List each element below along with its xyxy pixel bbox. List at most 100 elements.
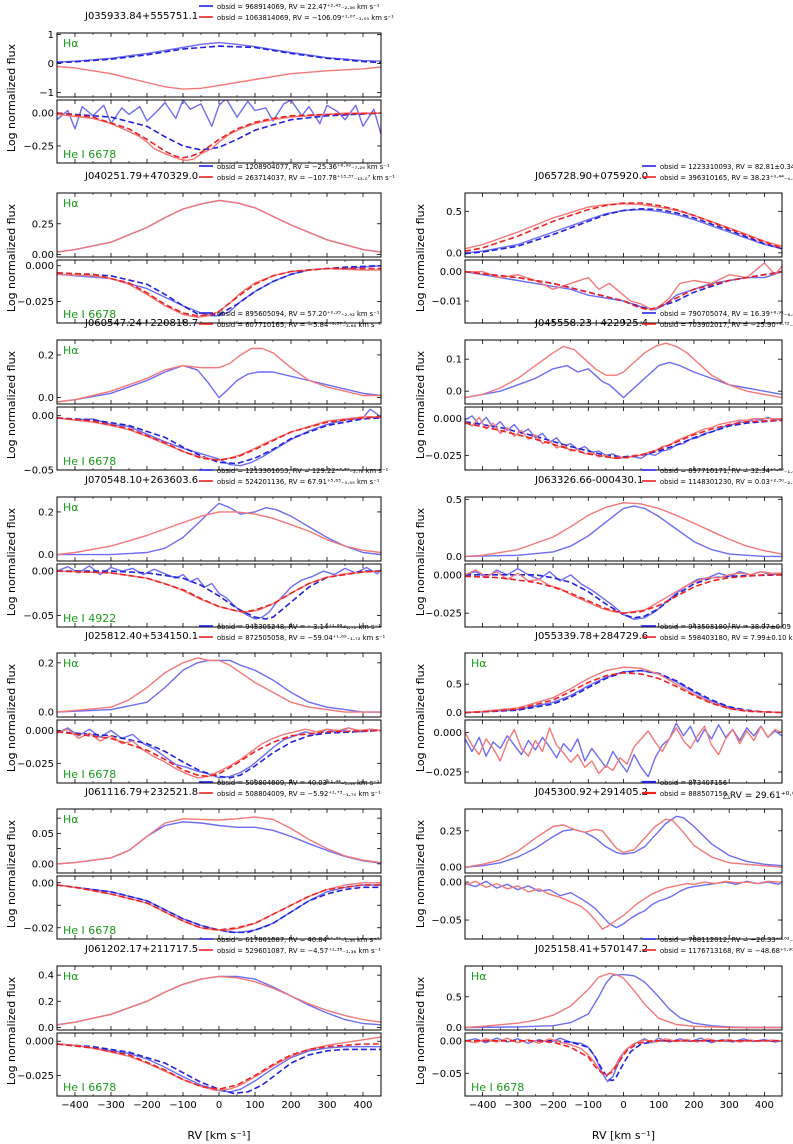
line-label: He I 6678 [63, 924, 116, 937]
x-tick-label: 200 [281, 1100, 300, 1111]
y-tick-label: 0.00 [440, 878, 462, 889]
legend-entry: obsid = 1208904077, RV = −25.36⁺⁶·⁹⁹₋₇.₂… [217, 163, 390, 171]
x-tick-label: 400 [353, 1100, 372, 1111]
axes-frame [464, 1032, 783, 1097]
spectrum-line-red [465, 880, 782, 930]
model-line-blue [57, 45, 381, 64]
axes-frame [56, 32, 382, 98]
series-group [465, 815, 782, 868]
y-tick-label: −0.05 [431, 1069, 462, 1080]
star-title: J025812.40+534150.1 [84, 631, 198, 642]
x-tick-label: −200 [539, 1100, 566, 1111]
series-group [57, 408, 381, 467]
y-tick-label: 0.05 [32, 829, 54, 840]
axes-frame [56, 652, 382, 718]
model-line-blue [57, 417, 381, 465]
x-tick-label: −100 [575, 1100, 602, 1111]
axes-frame [464, 965, 783, 1031]
panel-bottom: 0.00 −0.01 [431, 259, 783, 324]
y-tick-label: 0.000 [25, 261, 54, 272]
x-tick-label: −200 [133, 1100, 160, 1111]
model-line-blue [465, 208, 782, 255]
y-tick-label: −0.05 [23, 611, 54, 622]
spectrum-line-blue [57, 408, 381, 467]
model-line-red [465, 672, 782, 714]
spectrum-line-blue [57, 975, 381, 1026]
y-axis-label: Log normalized flux [414, 976, 427, 1085]
axes-frame [464, 192, 783, 258]
series-group [57, 1036, 381, 1095]
panel-bottom: 0.000 −0.025 [425, 563, 783, 628]
x-tick-label: 100 [245, 1100, 264, 1111]
series-group [465, 722, 782, 778]
y-tick-label: −0.025 [17, 297, 54, 308]
panel-top: 0.0 0.2 Hα [38, 339, 382, 405]
x-tick-label: −400 [469, 1100, 496, 1111]
axes-frame [56, 875, 382, 940]
y-tick-label: 0.25 [32, 219, 54, 230]
axes-frame [56, 192, 382, 258]
series-group [465, 202, 782, 255]
legend-entry: obsid = 790705074, RV = 16.39⁺⁶·⁹¹₋₆.₈₀ … [660, 310, 793, 318]
model-line-red [57, 1043, 381, 1090]
y-tick-label: −0.25 [23, 141, 54, 152]
y-axis-label: Log normalized flux [414, 350, 427, 459]
panel-top: 0.0 0.1 [446, 339, 783, 405]
model-line-red [465, 1040, 782, 1076]
legend-entry: obsid = 529601087, RV = −4.57⁺¹·³⁸₋₁.₃₆ … [217, 947, 381, 955]
model-line-blue [57, 112, 381, 151]
panel-bottom: 0.00 −0.05 He I 4922 [23, 563, 382, 628]
delta-rv: △RV = 29.61⁺⁰·⁰³₋₀.₁₁ km s⁻¹ [723, 791, 793, 801]
spectrum-line-red [465, 725, 782, 775]
series-group [57, 565, 381, 620]
axes-frame [56, 259, 382, 324]
x-tick-label: 400 [755, 1100, 774, 1111]
y-tick-label: 1 [48, 30, 54, 41]
legend-entry: obsid = 396310165, RV = 38.23⁺⁰·⁴⁴₋₀.₄₅ … [660, 174, 793, 182]
axes-frame [56, 406, 382, 471]
legend-entry: obsid = 1148301230, RV = 0.03⁺²·³⁰₋₂.₃₉ … [660, 478, 793, 486]
y-tick-label: 0.00 [32, 878, 54, 889]
series-group [57, 727, 381, 779]
y-axis-label: Log normalized flux [414, 819, 427, 928]
spectrum-line-blue [57, 502, 381, 556]
series-group [57, 975, 381, 1026]
y-tick-label: −0.02 [23, 923, 54, 934]
y-tick-label: 0.5 [446, 207, 462, 218]
spectrum-line-blue [57, 821, 381, 865]
y-tick-label: 0.00 [32, 859, 54, 870]
line-label: He I 6678 [63, 768, 116, 781]
y-tick-label: 0.0 [38, 550, 54, 561]
line-label: Hα [63, 657, 79, 670]
series-group [465, 415, 782, 460]
legend-entry: obsid = 888507156 [660, 790, 727, 798]
y-tick-label: 0.00 [440, 863, 462, 874]
panel-bottom: 0.00 −0.25 He I 6678 [23, 99, 382, 164]
panel-top: −1 0 1 Hα [39, 30, 382, 99]
star-title: J045558.23+422925.4 [534, 318, 648, 329]
y-tick-label: −0.025 [425, 609, 462, 620]
line-label: He I 4922 [63, 612, 116, 625]
panel-top: 0.0 0.5 [446, 495, 783, 563]
y-tick-label: −0.025 [17, 1071, 54, 1082]
series-group [57, 502, 381, 556]
star-title: J061116.79+232521.8 [84, 787, 198, 798]
x-tick-label: −300 [97, 1100, 124, 1111]
star-title: J060547.24+220818.7 [84, 318, 198, 329]
legend-entry: obsid = 509804009, RV = 40.03⁺¹·⁴⁴₋₁.₄₃ … [217, 779, 380, 787]
spectrum-line-blue [465, 815, 782, 868]
series-group [57, 347, 381, 403]
model-line-blue [57, 729, 381, 779]
legend-entry: obsid = 872505058, RV = −59.04⁺¹·⁶⁹₋₁.₇₂… [217, 634, 385, 642]
model-line-red [57, 267, 381, 317]
panel-top: 0.00 0.25 Hα [32, 192, 382, 261]
axes-frame [56, 339, 382, 405]
spectrum-line-blue [57, 364, 381, 403]
spectrum-line-blue [465, 505, 782, 558]
spectrum-line-red [465, 502, 782, 558]
spectrum-line-red [57, 511, 381, 556]
panel-bottom: 0.000 −0.025 He I 6678 [17, 719, 382, 784]
panel-bottom: 0.000 −0.025 He I 6678 [17, 259, 382, 324]
axes-frame [464, 259, 783, 324]
y-tick-label: 0.0 [446, 248, 462, 259]
